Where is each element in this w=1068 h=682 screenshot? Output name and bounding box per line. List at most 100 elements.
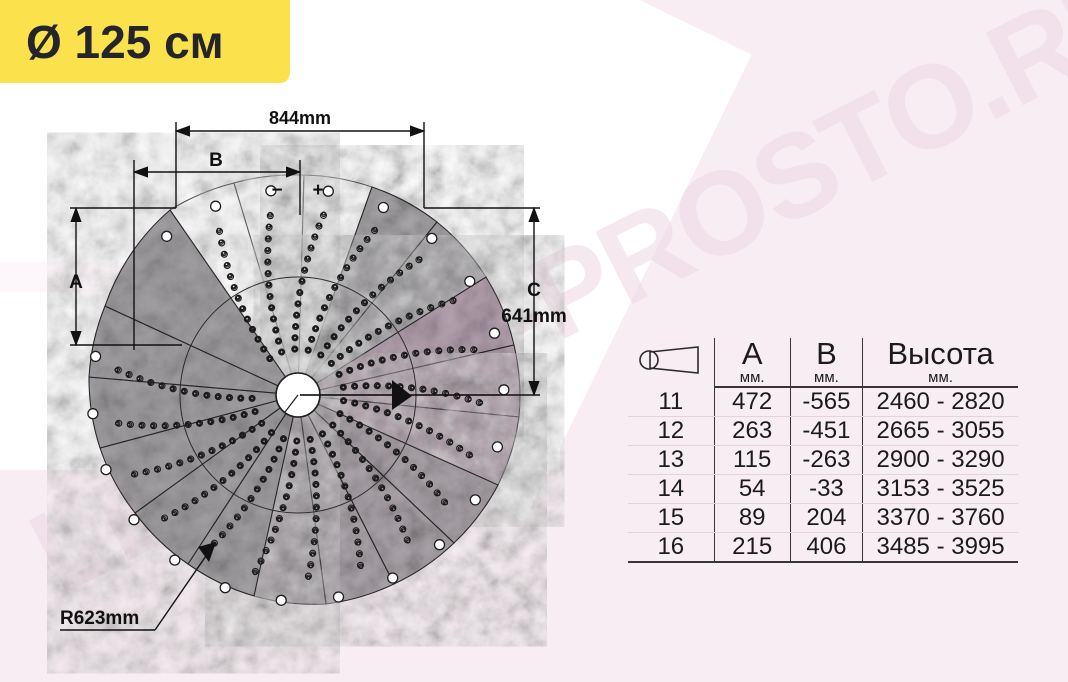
perforation-hole xyxy=(229,471,234,476)
perforation-hole xyxy=(384,322,392,330)
bolt-hole xyxy=(491,441,504,453)
perforation-hole xyxy=(321,211,326,216)
perforation-hole xyxy=(269,430,274,435)
perforation-hole xyxy=(219,417,224,422)
perforation-hole xyxy=(245,316,250,321)
bolt-hole xyxy=(433,539,446,551)
perforation-hole xyxy=(346,439,351,444)
perforation-hole xyxy=(125,372,130,377)
perforation-hole xyxy=(281,506,285,511)
perforation-hole xyxy=(185,422,190,427)
perforation-hole xyxy=(469,453,473,458)
perforation-hole xyxy=(270,455,278,463)
cell-height: 3370 - 3760 xyxy=(862,503,1018,533)
perforation-hole xyxy=(375,383,380,388)
perforation-hole xyxy=(309,337,314,342)
perforation-hole xyxy=(263,550,268,555)
cell-steps: 15 xyxy=(628,503,715,533)
table-units-row: мм. мм. мм. xyxy=(628,369,1018,388)
table-row: 11 472 -565 2460 - 2820 xyxy=(628,387,1018,417)
cell-b: -263 xyxy=(789,445,863,475)
perforation-hole xyxy=(214,393,222,401)
perforation-hole xyxy=(294,312,299,317)
cell-steps: 12 xyxy=(628,416,715,446)
perforation-hole xyxy=(238,396,243,401)
table-row: 14 54 -33 3153 - 3525 xyxy=(628,474,1018,504)
perforation-hole xyxy=(267,293,272,298)
bolt-hole xyxy=(498,384,510,396)
perforation-hole xyxy=(219,444,224,449)
perforation-hole xyxy=(319,431,326,437)
perforation-hole xyxy=(420,474,425,479)
perforation-hole xyxy=(387,383,392,388)
perforation-hole xyxy=(320,304,329,312)
perforation-hole xyxy=(369,360,374,365)
bolt-hole xyxy=(128,514,140,526)
perforation-hole xyxy=(362,402,370,410)
perforation-hole xyxy=(255,337,260,342)
perforation-hole xyxy=(138,423,143,428)
perforation-hole xyxy=(265,258,270,263)
perforation-hole xyxy=(285,482,293,490)
perforation-hole xyxy=(449,347,454,352)
perforation-hole xyxy=(291,345,299,353)
unit-height: мм. xyxy=(862,369,1018,388)
perforation-hole xyxy=(380,284,385,289)
perforation-hole xyxy=(410,385,415,390)
perforation-hole xyxy=(292,347,297,352)
bolt-hole xyxy=(488,327,501,339)
perforation-hole xyxy=(312,325,320,333)
perforation-hole xyxy=(389,276,394,281)
perforation-hole xyxy=(351,446,360,454)
perforation-hole xyxy=(401,528,406,533)
unit-b: мм. xyxy=(789,369,863,388)
perforation-hole xyxy=(267,429,276,437)
perforation-hole xyxy=(249,395,255,402)
perforation-hole xyxy=(310,552,315,557)
perforation-hole xyxy=(317,351,325,359)
cell-steps: 11 xyxy=(628,387,715,417)
perforation-hole xyxy=(306,348,311,353)
perforation-hole xyxy=(240,306,245,311)
perforation-hole xyxy=(328,360,335,367)
perforation-hole xyxy=(261,477,266,482)
perforation-hole xyxy=(250,327,255,331)
perforation-hole xyxy=(307,436,313,443)
perforation-hole xyxy=(265,270,270,275)
bolt-hole xyxy=(89,350,102,363)
perforation-hole xyxy=(337,471,345,479)
perforation-hole xyxy=(165,464,170,469)
perforation-hole xyxy=(330,452,335,457)
perforation-hole xyxy=(459,446,464,451)
perforation-hole xyxy=(358,245,363,250)
perforation-hole xyxy=(227,525,232,530)
cell-height: 2460 - 2820 xyxy=(862,387,1018,417)
header-b: B xyxy=(789,338,863,369)
perforation-hole xyxy=(352,383,358,389)
perforation-hole xyxy=(358,553,362,558)
perforation-hole xyxy=(207,418,215,426)
cell-b: -565 xyxy=(789,387,863,417)
perforation-hole xyxy=(349,507,354,512)
perforation-hole xyxy=(208,447,216,455)
outer-bolt-holes xyxy=(87,185,510,606)
perforation-hole xyxy=(347,416,353,422)
perforation-hole xyxy=(291,448,300,456)
bolt-hole xyxy=(426,232,438,245)
perforation-holes xyxy=(114,211,484,580)
perforation-hole xyxy=(313,233,317,238)
dimension-C-label: C xyxy=(527,280,541,301)
perforation-hole xyxy=(265,465,273,473)
perforation-hole xyxy=(324,440,332,448)
perforation-hole xyxy=(305,255,310,260)
perforation-hole xyxy=(452,297,457,302)
perforation-hole xyxy=(383,409,391,417)
perforation-hole xyxy=(271,316,276,321)
bolt-hole xyxy=(209,200,222,212)
perforation-hole xyxy=(277,447,281,452)
perforation-hole xyxy=(439,434,443,439)
perforation-hole xyxy=(352,401,357,406)
perforation-hole xyxy=(269,315,278,323)
perforation-hole xyxy=(305,347,311,353)
staircase-plan-drawing: 844mm B − + A C 641mm xyxy=(60,108,567,631)
